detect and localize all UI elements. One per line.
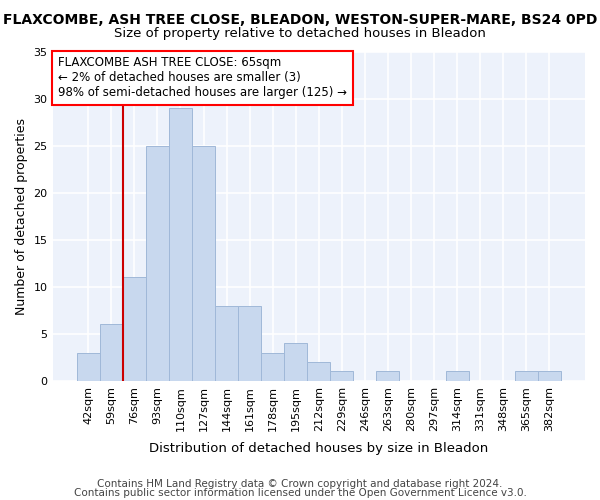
Y-axis label: Number of detached properties: Number of detached properties — [15, 118, 28, 314]
Bar — [376, 372, 400, 381]
Bar — [330, 372, 353, 381]
Bar — [192, 146, 215, 381]
Bar — [284, 344, 307, 381]
Bar — [146, 146, 169, 381]
Bar — [215, 306, 238, 381]
Bar — [123, 278, 146, 381]
Bar — [538, 372, 561, 381]
Bar — [169, 108, 192, 381]
Bar — [100, 324, 123, 381]
Bar — [307, 362, 330, 381]
Bar — [261, 352, 284, 381]
Bar — [446, 372, 469, 381]
Text: Contains HM Land Registry data © Crown copyright and database right 2024.: Contains HM Land Registry data © Crown c… — [97, 479, 503, 489]
Text: FLAXCOMBE, ASH TREE CLOSE, BLEADON, WESTON-SUPER-MARE, BS24 0PD: FLAXCOMBE, ASH TREE CLOSE, BLEADON, WEST… — [3, 12, 597, 26]
Text: Size of property relative to detached houses in Bleadon: Size of property relative to detached ho… — [114, 28, 486, 40]
Text: FLAXCOMBE ASH TREE CLOSE: 65sqm
← 2% of detached houses are smaller (3)
98% of s: FLAXCOMBE ASH TREE CLOSE: 65sqm ← 2% of … — [58, 56, 347, 100]
Text: Contains public sector information licensed under the Open Government Licence v3: Contains public sector information licen… — [74, 488, 526, 498]
X-axis label: Distribution of detached houses by size in Bleadon: Distribution of detached houses by size … — [149, 442, 488, 455]
Bar — [77, 352, 100, 381]
Bar — [238, 306, 261, 381]
Bar — [515, 372, 538, 381]
